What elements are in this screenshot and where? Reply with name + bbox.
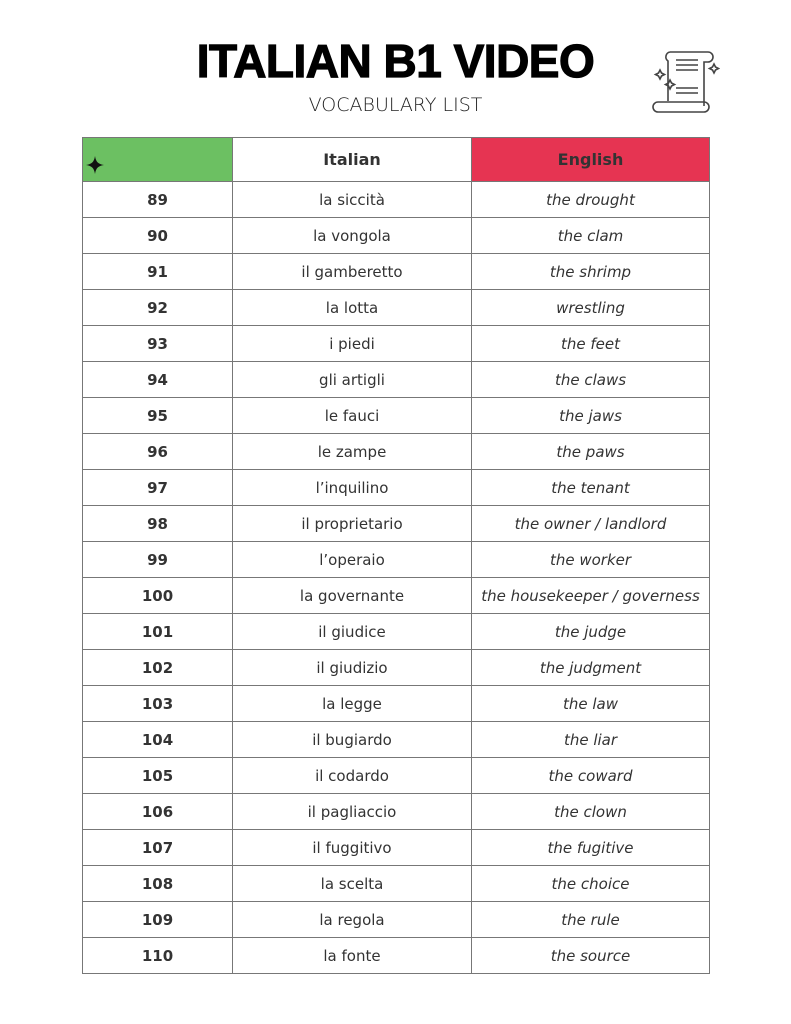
row-number: 93 (82, 325, 233, 362)
row-number: 98 (82, 505, 233, 542)
table-row: 110 la fonte the source (82, 937, 710, 974)
row-number: 103 (82, 685, 233, 722)
english-translation: the rule (471, 901, 710, 938)
row-number: 106 (82, 793, 233, 830)
italian-word: la vongola (232, 217, 472, 254)
row-number: 96 (82, 433, 233, 470)
row-number: 108 (82, 865, 233, 902)
row-number: 90 (82, 217, 233, 254)
english-translation: the coward (471, 757, 710, 794)
english-translation: the judge (471, 613, 710, 650)
row-number: 97 (82, 469, 233, 506)
table-row: 92 la lotta wrestling (82, 289, 710, 326)
table-row: 105 il codardo the coward (82, 757, 710, 794)
table-row: 103 la legge the law (82, 685, 710, 722)
row-number: 95 (82, 397, 233, 434)
english-translation: the judgment (471, 649, 710, 686)
italian-word: la legge (232, 685, 472, 722)
table-row: 97 l’inquilino the tenant (82, 469, 710, 506)
english-translation: the clown (471, 793, 710, 830)
english-translation: wrestling (471, 289, 710, 326)
row-number: 91 (82, 253, 233, 290)
english-translation: the fugitive (471, 829, 710, 866)
table-row: 93 i piedi the feet (82, 325, 710, 362)
italian-word: il giudizio (232, 649, 472, 686)
table-row: 94 gli artigli the claws (82, 361, 710, 398)
italian-word: la scelta (232, 865, 472, 902)
english-translation: the law (471, 685, 710, 722)
row-number: 101 (82, 613, 233, 650)
english-translation: the owner / landlord (471, 505, 710, 542)
row-number: 110 (82, 937, 233, 974)
english-translation: the clam (471, 217, 710, 254)
header-number-cell (82, 137, 233, 182)
row-number: 100 (82, 577, 233, 614)
header-italian: Italian (232, 137, 472, 182)
row-number: 105 (82, 757, 233, 794)
italian-word: i piedi (232, 325, 472, 362)
english-translation: the shrimp (471, 253, 710, 290)
italian-word: la fonte (232, 937, 472, 974)
english-translation: the housekeeper / governess (471, 577, 710, 614)
table-row: 106 il pagliaccio the clown (82, 793, 710, 830)
italian-word: la lotta (232, 289, 472, 326)
english-translation: the source (471, 937, 710, 974)
table-row: 108 la scelta the choice (82, 865, 710, 902)
italian-word: l’inquilino (232, 469, 472, 506)
table-row: 89 la siccità the drought (82, 181, 710, 218)
table-row: 99 l’operaio the worker (82, 541, 710, 578)
page-subtitle: VOCABULARY LIST (308, 94, 483, 116)
row-number: 104 (82, 721, 233, 758)
table-row: 98 il proprietario the owner / landlord (82, 505, 710, 542)
row-number: 109 (82, 901, 233, 938)
english-translation: the tenant (471, 469, 710, 506)
italian-word: gli artigli (232, 361, 472, 398)
english-translation: the claws (471, 361, 710, 398)
table-row: 102 il giudizio the judgment (82, 649, 710, 686)
italian-word: le fauci (232, 397, 472, 434)
row-number: 89 (82, 181, 233, 218)
italian-word: la regola (232, 901, 472, 938)
italian-word: la governante (232, 577, 472, 614)
english-translation: the drought (471, 181, 710, 218)
table-row: 90 la vongola the clam (82, 217, 710, 254)
english-translation: the choice (471, 865, 710, 902)
italian-word: il codardo (232, 757, 472, 794)
table-row: 96 le zampe the paws (82, 433, 710, 470)
italian-word: il giudice (232, 613, 472, 650)
table-row: 100 la governante the housekeeper / govern… (82, 577, 710, 614)
table-row: 101 il giudice the judge (82, 613, 710, 650)
italian-word: il gamberetto (232, 253, 472, 290)
english-translation: the worker (471, 541, 710, 578)
row-number: 92 (82, 289, 233, 326)
row-number: 107 (82, 829, 233, 866)
scroll-icon (652, 51, 720, 113)
table-header-row: Italian English (82, 137, 710, 182)
table-row: 109 la regola the rule (82, 901, 710, 938)
italian-word: la siccità (232, 181, 472, 218)
vocabulary-table: Italian English 89 la siccità the drought 9… (82, 137, 710, 974)
header-english: English (471, 137, 710, 182)
english-translation: the liar (471, 721, 710, 758)
page-title: ITALIAN B1 VIDEO (196, 34, 595, 87)
row-number: 99 (82, 541, 233, 578)
english-translation: the paws (471, 433, 710, 470)
table-row: 91 il gamberetto the shrimp (82, 253, 710, 290)
table-row: 107 il fuggitivo the fugitive (82, 829, 710, 866)
row-number: 102 (82, 649, 233, 686)
row-number: 94 (82, 361, 233, 398)
italian-word: il bugiardo (232, 721, 472, 758)
italian-word: le zampe (232, 433, 472, 470)
italian-word: l’operaio (232, 541, 472, 578)
italian-word: il fuggitivo (232, 829, 472, 866)
sparkle-icon (86, 155, 104, 174)
english-translation: the jaws (471, 397, 710, 434)
table-row: 104 il bugiardo the liar (82, 721, 710, 758)
italian-word: il pagliaccio (232, 793, 472, 830)
table-row: 95 le fauci the jaws (82, 397, 710, 434)
italian-word: il proprietario (232, 505, 472, 542)
english-translation: the feet (471, 325, 710, 362)
